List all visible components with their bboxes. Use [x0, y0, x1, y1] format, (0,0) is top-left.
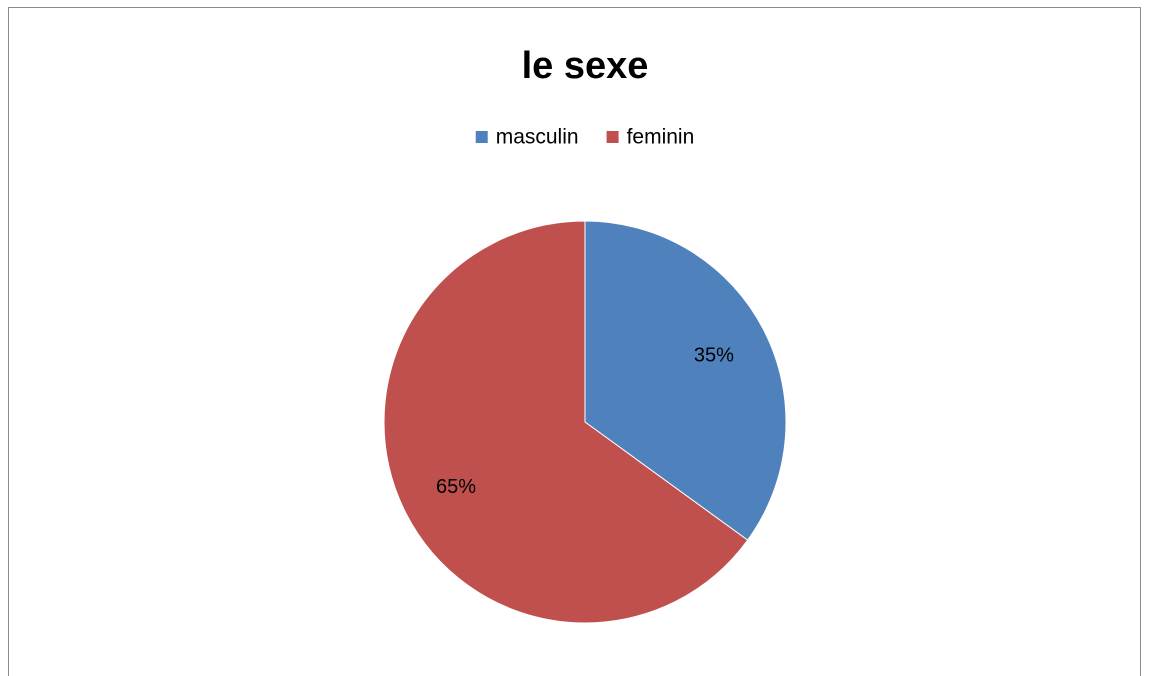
- slice-label: 35%: [694, 345, 734, 367]
- legend: masculin feminin: [475, 126, 695, 149]
- legend-label: masculin: [496, 126, 579, 149]
- pie: 35% 65%: [383, 220, 787, 624]
- legend-swatch: [606, 131, 619, 143]
- chart-title: le sexe: [522, 45, 649, 87]
- legend-swatch: [475, 131, 488, 143]
- pie-slice: [383, 220, 749, 624]
- legend-label: feminin: [627, 126, 695, 149]
- pie-slice: [584, 220, 787, 541]
- slice-label: 65%: [436, 476, 476, 498]
